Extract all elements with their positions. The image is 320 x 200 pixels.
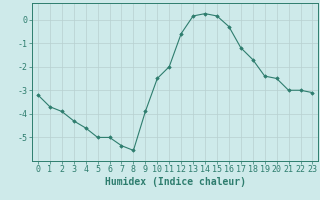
X-axis label: Humidex (Indice chaleur): Humidex (Indice chaleur)	[105, 177, 246, 187]
